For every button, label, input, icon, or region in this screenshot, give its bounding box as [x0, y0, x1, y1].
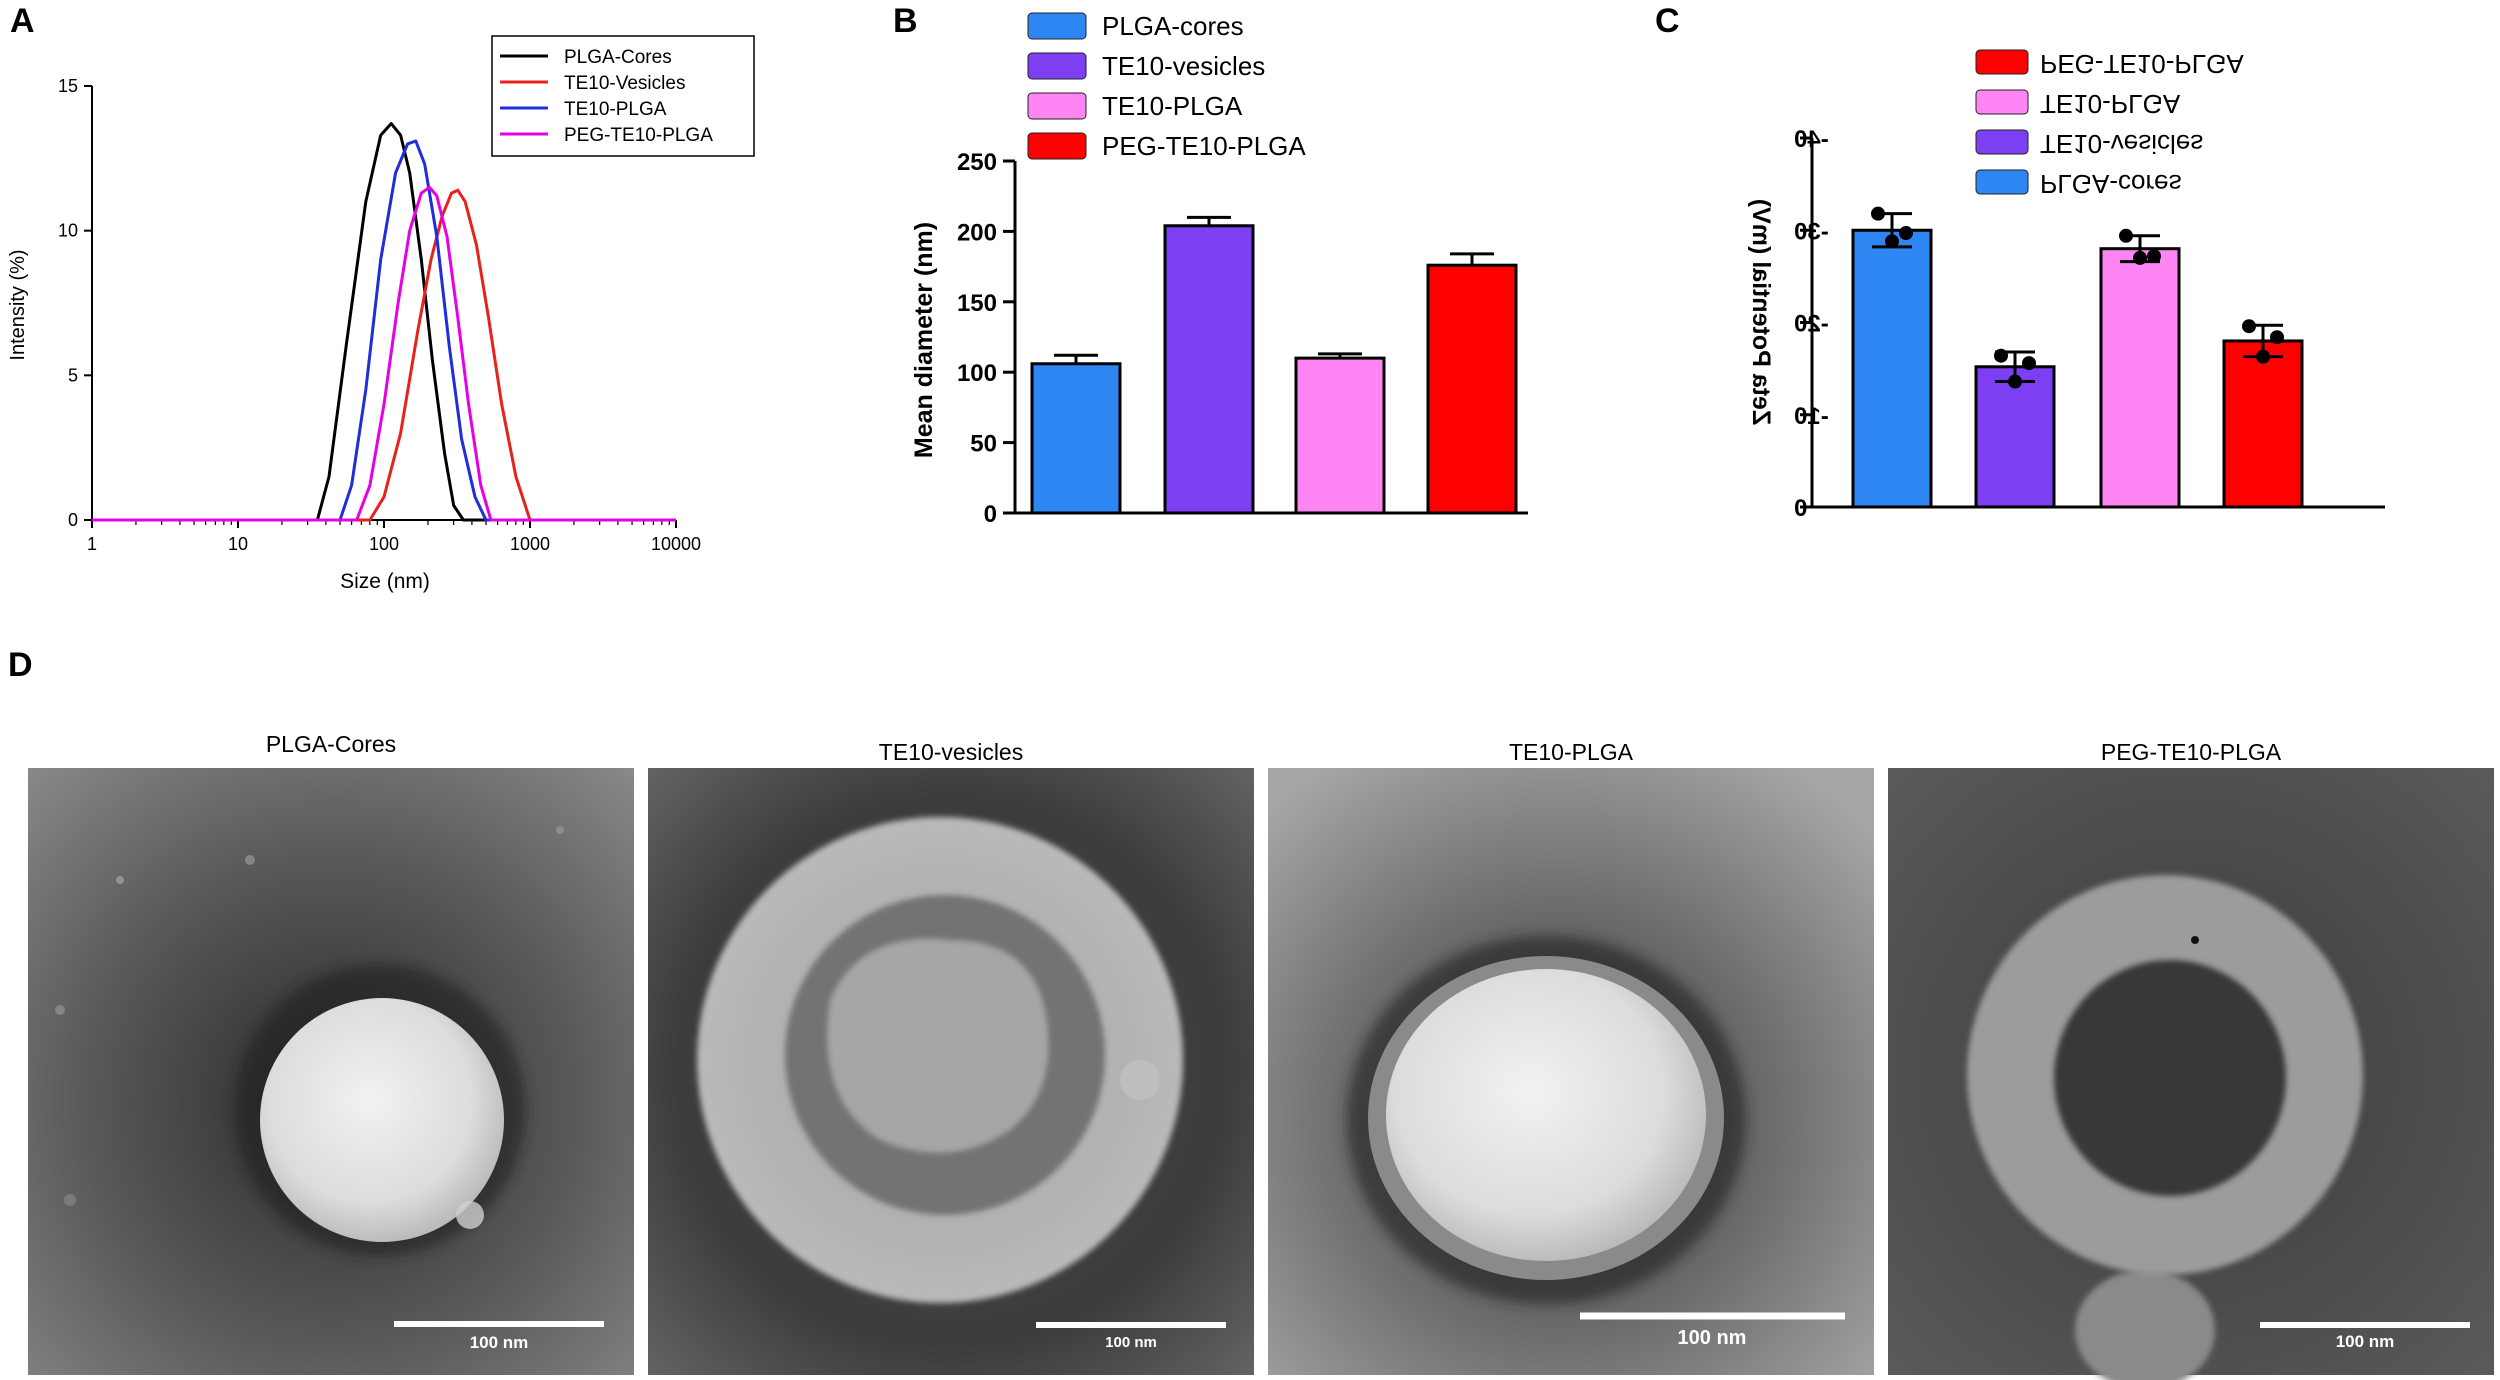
bar-b-3	[1294, 356, 1386, 515]
data-point-c	[2133, 250, 2147, 265]
legend-swatch-b	[1027, 92, 1087, 120]
x-tick-label-a: 1000	[510, 534, 550, 554]
data-point-c	[2147, 249, 2161, 264]
legend-label-c: TE10-PLGA	[2040, 89, 2181, 119]
legend-label-b: TE10-vesicles	[1102, 51, 1265, 81]
y-tick-label-a: 5	[68, 365, 78, 385]
data-point-c	[1899, 226, 1913, 241]
y-tick-label-a: 15	[58, 76, 78, 96]
y-tick-label-c: -10	[1794, 403, 1829, 430]
data-point-c	[1885, 234, 1899, 249]
legend-label-a: TE10-PLGA	[564, 99, 667, 120]
legend-label-b: TE10-PLGA	[1102, 91, 1243, 121]
data-point-c	[2256, 349, 2270, 364]
tem-caption-3: TE10-PLGA	[1509, 739, 1634, 765]
particle-core	[260, 998, 504, 1242]
tem-images: 100 nm 100 nm 100 nm	[28, 731, 2494, 1380]
x-tick-label-a: 1	[87, 534, 97, 554]
bar-c-3	[2099, 247, 2181, 509]
scale-label: 100 nm	[1105, 1334, 1157, 1351]
data-point-c	[2119, 228, 2133, 243]
y-tick-label-b: 0	[984, 501, 997, 528]
tem-image-plga-cores: 100 nm	[28, 768, 634, 1375]
y-axis-label-a: Intensity (%)	[7, 249, 29, 360]
data-point-c	[1994, 348, 2008, 363]
size-distribution-chart: 1 10 100 1000 10000 0 5 10 15 Intensity (%) Size…	[7, 35, 755, 593]
data-point-c	[2242, 319, 2256, 334]
legend-label-a: TE10-Vesicles	[564, 73, 685, 94]
y-tick-label-c: 0	[1794, 495, 1807, 522]
y-tick-label-c: -30	[1794, 218, 1829, 245]
panel-label-b: B	[893, 2, 918, 40]
legend-label-b: PLGA-cores	[1102, 11, 1244, 41]
y-axis-label-c: Zeta Potential (mV)	[1747, 199, 1775, 425]
vesicle-core	[827, 938, 1049, 1153]
legend-label-b: PEG-TE10-PLGA	[1102, 131, 1306, 161]
panel-label-d: D	[8, 646, 33, 684]
scale-label: 100 nm	[470, 1333, 529, 1352]
data-point-c	[2022, 356, 2036, 371]
bar-c-2	[1974, 365, 2056, 509]
mean-diameter-chart: 0 50 100 150 200 250 Mean diameter (nm) PLGA-…	[910, 11, 1528, 528]
legend-label-c: PLGA-cores	[2040, 169, 2182, 199]
y-tick-label-b: 200	[957, 219, 997, 246]
scale-label: 100 nm	[2336, 1332, 2395, 1351]
panel-label-a: A	[10, 2, 35, 40]
x-tick-label-a: 100	[369, 534, 399, 554]
data-point-c	[1871, 206, 1885, 221]
tem-caption-4: PEG-TE10-PLGA	[2101, 739, 2282, 765]
panel-label-c: C	[1655, 2, 1680, 40]
y-tick-label-b: 100	[957, 360, 997, 387]
bar-b-2	[1163, 224, 1255, 515]
data-point-c	[2008, 374, 2022, 389]
tem-image-te10-vesicles: 100 nm	[648, 768, 1254, 1375]
x-tick-label-a: 10	[228, 534, 248, 554]
legend-label-a: PLGA-Cores	[564, 47, 672, 68]
particle-core	[1386, 969, 1706, 1261]
series-line-1	[92, 122, 676, 522]
series-line-3	[92, 139, 676, 522]
tem-caption-2: TE10-vesicles	[879, 739, 1023, 765]
legend-swatch-c	[1975, 49, 2029, 75]
bar-c-1	[1851, 228, 1933, 509]
x-axis-label-a: Size (nm)	[340, 570, 430, 593]
series-line-4	[92, 185, 676, 522]
zeta-potential-chart: 0 -10 -20 -30 -40 Zeta Potential (mV) PEG-TE…	[1747, 49, 2385, 522]
y-tick-label-b: 250	[957, 149, 997, 176]
tem-image-te10-plga: 100 nm	[1268, 768, 1874, 1375]
y-tick-label-a: 10	[58, 221, 78, 241]
scale-label: 100 nm	[1678, 1327, 1747, 1349]
legend-swatch-b	[1027, 12, 1087, 40]
bar-b-1	[1030, 362, 1122, 515]
legend-swatch-b	[1027, 52, 1087, 80]
y-tick-label-a: 0	[68, 510, 78, 530]
legend-swatch-c	[1975, 129, 2029, 155]
legend-label-c: PEG-TE10-PLGA	[2040, 49, 2244, 79]
legend-swatch-c	[1975, 169, 2029, 195]
y-axis-label-b: Mean diameter (nm)	[910, 222, 938, 458]
bar-b-4	[1426, 263, 1518, 515]
bar-c-4	[2222, 339, 2304, 509]
tem-caption-1: PLGA-Cores	[266, 731, 396, 757]
y-tick-label-b: 150	[957, 290, 997, 317]
legend-label-a: PEG-TE10-PLGA	[564, 125, 713, 146]
data-point-c	[2270, 330, 2284, 345]
y-tick-label-c: -40	[1794, 126, 1829, 153]
series-line-2	[92, 188, 676, 522]
tem-image-peg-te10-plga: 100 nm	[1888, 768, 2494, 1380]
legend-label-c: TE10-vesicles	[2040, 129, 2203, 159]
y-tick-label-c: -20	[1794, 311, 1829, 338]
y-tick-label-b: 50	[970, 431, 997, 458]
x-tick-label-a: 10000	[651, 534, 701, 554]
legend-swatch-c	[1975, 89, 2029, 115]
legend-swatch-b	[1027, 132, 1087, 160]
